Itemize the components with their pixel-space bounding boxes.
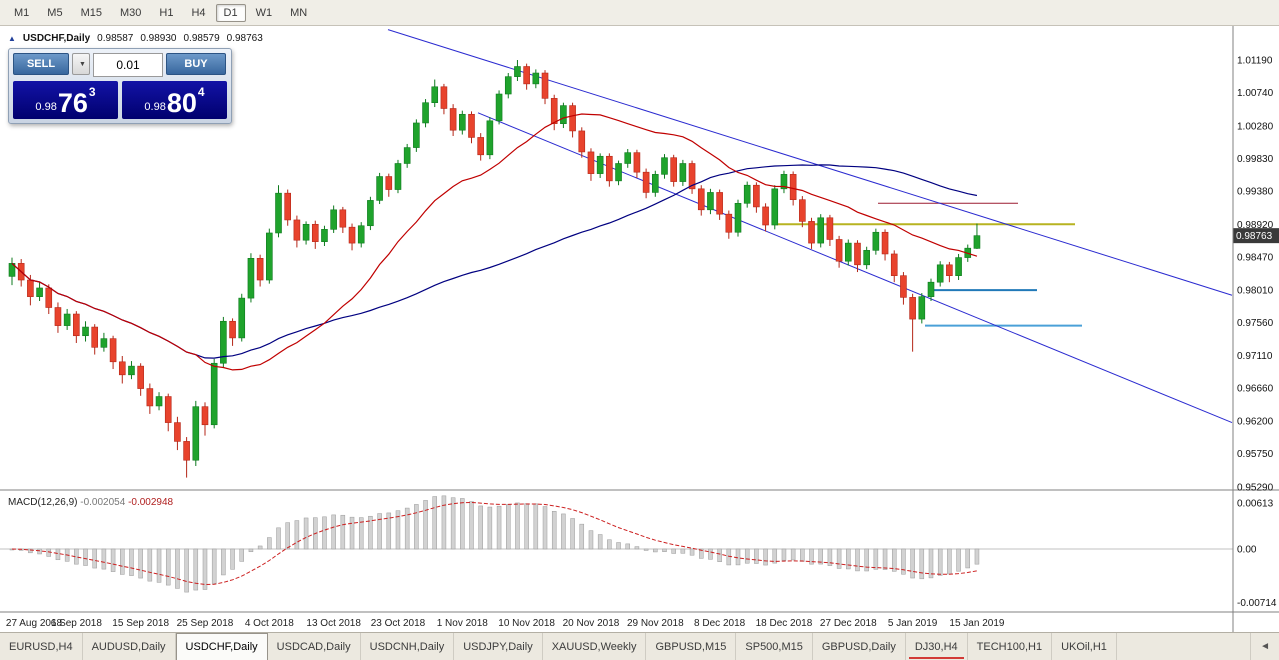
tab-eurusd-h4[interactable]: EURUSD,H4 (0, 633, 83, 660)
svg-text:1.01190: 1.01190 (1237, 56, 1273, 67)
svg-text:0.97560: 0.97560 (1237, 318, 1274, 329)
buy-price-sup: 4 (197, 85, 205, 99)
svg-text:0.98920: 0.98920 (1237, 220, 1274, 231)
timeframe-button-m5[interactable]: M5 (39, 4, 70, 22)
chart-symbol-info: ▲ USDCHF,Daily 0.98587 0.98930 0.98579 0… (8, 33, 263, 44)
svg-text:29 Nov 2018: 29 Nov 2018 (627, 618, 684, 629)
sell-quote-box[interactable]: 0.98 76 3 (13, 81, 118, 119)
svg-text:0.98010: 0.98010 (1237, 286, 1274, 297)
tab-audusd-daily[interactable]: AUDUSD,Daily (83, 633, 176, 660)
sell-button[interactable]: SELL (13, 53, 69, 75)
timeframe-button-m30[interactable]: M30 (112, 4, 149, 22)
trendline[interactable] (477, 112, 1233, 424)
svg-text:10 Nov 2018: 10 Nov 2018 (498, 618, 555, 629)
svg-text:0.95290: 0.95290 (1237, 483, 1274, 494)
svg-text:8 Dec 2018: 8 Dec 2018 (694, 618, 746, 629)
sell-price-sup: 3 (88, 85, 96, 99)
tab-scroll-left-button[interactable]: ◄ (1250, 633, 1279, 660)
timeframe-button-m1[interactable]: M1 (6, 4, 37, 22)
tab-usdcad-daily[interactable]: USDCAD,Daily (268, 633, 361, 660)
svg-text:1 Nov 2018: 1 Nov 2018 (437, 618, 489, 629)
tab-usdjpy-daily[interactable]: USDJPY,Daily (454, 633, 543, 660)
timeframe-button-m15[interactable]: M15 (73, 4, 110, 22)
tab-gbpusd-m15[interactable]: GBPUSD,M15 (646, 633, 737, 660)
svg-text:0.96660: 0.96660 (1237, 383, 1274, 394)
svg-text:0.95750: 0.95750 (1237, 449, 1274, 460)
svg-text:-0.00714: -0.00714 (1237, 598, 1277, 609)
tab-gbpusd-daily[interactable]: GBPUSD,Daily (813, 633, 906, 660)
one-click-trading-panel: SELL ▼ BUY 0.98 76 3 0.98 80 4 (8, 48, 232, 124)
ohlc-high: 0.98930 (140, 33, 177, 44)
svg-text:15 Jan 2019: 15 Jan 2019 (949, 618, 1004, 629)
svg-text:1.00280: 1.00280 (1237, 121, 1274, 132)
timeframe-button-w1[interactable]: W1 (248, 4, 281, 22)
svg-text:20 Nov 2018: 20 Nov 2018 (563, 618, 620, 629)
sell-price-big: 76 (57, 88, 88, 118)
timeframe-toolbar: M1 M5 M15 M30 H1 H4 D1 W1 MN (0, 0, 1279, 26)
ohlc-close: 0.98763 (226, 33, 263, 44)
svg-text:0.99380: 0.99380 (1237, 186, 1274, 197)
ma-fast-line (11, 113, 978, 371)
svg-text:0.98763: 0.98763 (1236, 231, 1273, 242)
sell-price-prefix: 0.98 (35, 101, 57, 113)
tab-dj30-h4[interactable]: DJ30,H4 (906, 633, 968, 660)
macd-indicator-label: MACD(12,26,9) -0.002054 -0.002948 (8, 497, 174, 508)
tab-usdcnh-daily[interactable]: USDCNH,Daily (361, 633, 455, 660)
svg-text:0.99830: 0.99830 (1237, 154, 1274, 165)
svg-text:0.98470: 0.98470 (1237, 252, 1274, 263)
chart-icon: ▲ (8, 34, 16, 43)
svg-text:27 Aug 2018: 27 Aug 2018 (6, 618, 63, 629)
scroll-left-icon: ◄ (1260, 641, 1270, 652)
macd-layer (0, 495, 1233, 593)
timeframe-button-h4[interactable]: H4 (183, 4, 213, 22)
tab-sp500-m15[interactable]: SP500,M15 (736, 633, 813, 660)
tab-ukoil-h1[interactable]: UKOil,H1 (1052, 633, 1117, 660)
macd-signal-line (11, 501, 978, 586)
volume-input[interactable] (93, 53, 163, 77)
current-price-tag: 0.98763 (1233, 228, 1279, 244)
chart-region: MACD(12,26,9) -0.002054 -0.002948 1.01190… (0, 26, 1279, 632)
svg-text:13 Oct 2018: 13 Oct 2018 (306, 618, 361, 629)
timeframe-button-h1[interactable]: H1 (151, 4, 181, 22)
svg-text:18 Dec 2018: 18 Dec 2018 (756, 618, 813, 629)
chevron-down-icon: ▼ (79, 60, 86, 68)
candles-layer (8, 60, 981, 478)
chart-tab-bar: EURUSD,H4 AUDUSD,Daily USDCHF,Daily USDC… (0, 632, 1279, 660)
svg-text:0.96200: 0.96200 (1237, 417, 1274, 428)
svg-text:25 Sep 2018: 25 Sep 2018 (177, 618, 234, 629)
buy-quote-box[interactable]: 0.98 80 4 (122, 81, 227, 119)
price-axis[interactable]: 1.01190 1.00740 1.00280 0.99830 0.99380 0.989… (1237, 56, 1277, 610)
svg-text:4 Oct 2018: 4 Oct 2018 (245, 618, 294, 629)
svg-text:0.00613: 0.00613 (1237, 499, 1274, 510)
svg-text:23 Oct 2018: 23 Oct 2018 (371, 618, 426, 629)
ohlc-open: 0.98587 (97, 33, 134, 44)
buy-button[interactable]: BUY (166, 53, 226, 75)
tab-xauusd-weekly[interactable]: XAUUSD,Weekly (543, 633, 647, 660)
buy-price-big: 80 (166, 88, 197, 118)
chart-symbol-label: USDCHF,Daily (22, 33, 91, 44)
svg-text:0.00: 0.00 (1237, 545, 1257, 556)
svg-text:1.00740: 1.00740 (1237, 88, 1274, 99)
chart-objects-layer[interactable] (387, 29, 1233, 424)
moving-averages-layer (11, 113, 978, 371)
order-options-dropdown-button[interactable]: ▼ (72, 53, 90, 75)
timeframe-button-mn[interactable]: MN (282, 4, 315, 22)
svg-text:5 Jan 2019: 5 Jan 2019 (888, 618, 938, 629)
timeframe-button-d1[interactable]: D1 (215, 3, 246, 22)
svg-text:27 Dec 2018: 27 Dec 2018 (820, 618, 877, 629)
buy-price-prefix: 0.98 (144, 101, 166, 113)
svg-text:0.97110: 0.97110 (1237, 351, 1273, 362)
ohlc-low: 0.98579 (183, 33, 220, 44)
svg-text:6 Sep 2018: 6 Sep 2018 (51, 618, 103, 629)
tab-tech100-h1[interactable]: TECH100,H1 (968, 633, 1053, 660)
price-chart[interactable]: MACD(12,26,9) -0.002054 -0.002948 1.01190… (0, 26, 1279, 632)
tab-usdchf-daily[interactable]: USDCHF,Daily (175, 633, 268, 660)
svg-text:15 Sep 2018: 15 Sep 2018 (112, 618, 169, 629)
